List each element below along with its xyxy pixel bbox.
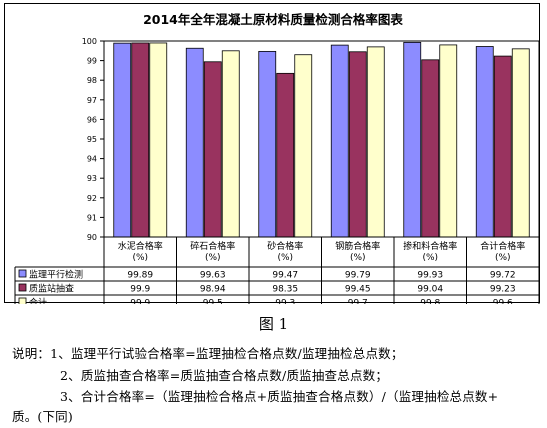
bar-2-5 [421, 59, 440, 238]
bar-2-2 [203, 61, 222, 238]
data-label: 99.5 [203, 299, 223, 305]
bar-3-1 [149, 42, 168, 238]
category-label: (%) [205, 253, 221, 263]
legend-key-1 [18, 269, 27, 278]
category-label: (%) [277, 253, 293, 263]
legend-key-3 [18, 297, 27, 304]
category-label: 掺和料合格率 [403, 240, 457, 252]
bar-3-6 [511, 48, 530, 238]
data-label: 99.04 [417, 285, 443, 295]
bar-1-4 [330, 44, 349, 238]
y-tick-label: 93 [87, 174, 97, 183]
category-label: 合计合格率 [480, 240, 525, 252]
bar-1-2 [185, 47, 204, 238]
y-tick-label: 97 [87, 96, 97, 105]
category-label: (%) [132, 253, 148, 263]
y-tick-label: 98 [87, 76, 97, 85]
bar-3-2 [221, 50, 240, 238]
y-tick-label: 95 [87, 135, 97, 144]
figure-caption: 图 1 [258, 315, 289, 333]
category-label: 钢筋合格率 [335, 240, 380, 252]
data-label: 99.3 [275, 299, 295, 305]
note-line-3: 3、合计合格率=（监理抽检合格点+质监抽查合格点数）/（监理抽检总点数+ [60, 389, 499, 404]
bar-1-5 [403, 41, 422, 238]
y-tick-label: 99 [87, 57, 97, 66]
data-label: 99.9 [130, 285, 150, 295]
chart-title: 2014年全年混凝土原材料质量检测合格率图表 [143, 12, 403, 27]
bar-2-6 [493, 55, 512, 238]
bar-3-4 [366, 46, 385, 238]
note-line-2: 2、质监抽查合格率=质监抽查合格点数/质监抽查总点数； [60, 368, 389, 383]
bar-1-1 [113, 42, 132, 238]
legend-key-2 [18, 283, 27, 292]
category-label: 碎石合格率 [190, 240, 235, 252]
data-label: 99.23 [490, 285, 516, 295]
bar-2-3 [276, 72, 295, 238]
data-label: 99.89 [127, 271, 153, 281]
legend-label: 监理平行检测 [29, 269, 83, 281]
y-tick-label: 94 [87, 155, 97, 164]
y-tick-label: 90 [87, 233, 97, 242]
bar-3-3 [294, 54, 313, 238]
y-tick-label: 100 [82, 37, 97, 46]
legend-label: 合计 [29, 297, 47, 305]
bar-2-4 [348, 51, 367, 238]
chart-svg: 2014年全年混凝土原材料质量检测合格率图表 90 91 92 93 94 95 96 97 98… [14, 12, 540, 305]
data-label: 99.8 [420, 299, 440, 305]
y-tick-label: 96 [87, 115, 97, 124]
category-label: (%) [495, 253, 511, 263]
y-tick-label: 91 [87, 213, 97, 222]
y-tick-label: 92 [87, 194, 97, 203]
chart-frame: 2014年全年混凝土原材料质量检测合格率图表 90 91 92 93 94 95 96 97 98… [4, 3, 540, 305]
data-label: 98.94 [200, 285, 226, 295]
bar-3-5 [439, 44, 458, 238]
data-label: 99.45 [345, 285, 371, 295]
data-label: 98.35 [272, 285, 298, 295]
data-label: 99.9 [130, 299, 150, 305]
note-line-4: 质。(下同) [12, 409, 73, 424]
data-label: 99.47 [272, 271, 298, 281]
category-label: 水泥合格率 [118, 240, 163, 252]
legend-label: 质监站抽查 [29, 283, 74, 295]
category-label: (%) [350, 253, 366, 263]
bar-2-1 [131, 42, 150, 238]
category-label: (%) [422, 253, 438, 263]
data-label: 99.72 [490, 271, 516, 281]
plot-area [103, 40, 540, 238]
data-label: 99.93 [417, 271, 443, 281]
data-label: 99.7 [348, 299, 368, 305]
data-label: 99.79 [345, 271, 371, 281]
data-label: 99.63 [200, 271, 226, 281]
note-line-1: 说明：1、监理平行试验合格率=监理抽检合格点数/监理抽检总点数； [12, 346, 404, 361]
bar-1-3 [258, 50, 277, 238]
bar-1-6 [475, 46, 494, 238]
category-label: 砂合格率 [267, 240, 303, 252]
data-label: 99.6 [493, 299, 513, 305]
